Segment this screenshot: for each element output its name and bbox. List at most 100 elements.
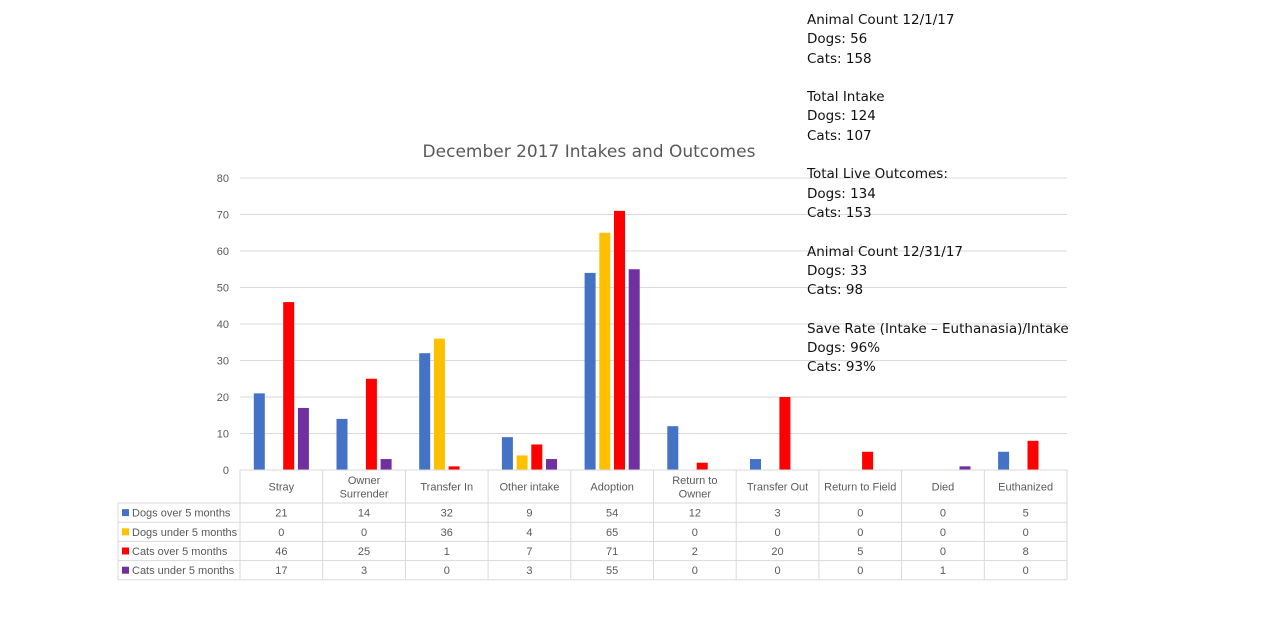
chart-title: December 2017 Intakes and Outcomes — [423, 142, 756, 162]
notes-line: Cats: 93% — [807, 359, 876, 376]
bar — [297, 407, 309, 470]
notes-heading: Save Rate (Intake – Euthanasia)/Intake — [807, 320, 1069, 337]
x-category-label: Transfer In — [420, 482, 473, 494]
bar — [448, 466, 460, 470]
y-tick-label: 10 — [217, 429, 229, 441]
table-cell-value: 0 — [692, 565, 698, 577]
x-category-label: Return to Field — [824, 482, 896, 494]
notes-line: Cats: 158 — [807, 50, 872, 67]
table-cell-value: 71 — [606, 546, 618, 558]
bar — [419, 353, 431, 470]
notes-line: Dogs: 33 — [807, 262, 868, 279]
table-cell-value: 0 — [1023, 527, 1029, 539]
table-cell-value: 5 — [857, 546, 863, 558]
table-cell-value: 5 — [1023, 508, 1029, 520]
y-tick-label: 60 — [217, 246, 229, 258]
table-cell-value: 3 — [774, 508, 780, 520]
notes-line: Cats: 107 — [807, 127, 872, 144]
bar — [283, 302, 295, 470]
bar — [862, 451, 874, 470]
table-cell-value: 54 — [606, 508, 618, 520]
y-tick-label: 20 — [217, 392, 229, 404]
notes-heading: Total Live Outcomes: — [807, 166, 948, 183]
notes-line: Dogs: 56 — [807, 31, 868, 48]
table-cell-value: 3 — [526, 565, 532, 577]
table-cell-value: 1 — [940, 565, 946, 577]
table-cell-value: 0 — [857, 527, 863, 539]
legend-swatch — [122, 509, 129, 517]
notes-line: Dogs: 134 — [807, 185, 876, 202]
bar — [253, 393, 265, 470]
y-tick-label: 70 — [217, 210, 229, 222]
series-name: Dogs over 5 months — [132, 508, 231, 520]
bar — [380, 459, 392, 470]
table-cell-value: 0 — [940, 546, 946, 558]
x-category-label: Surrender — [340, 488, 389, 500]
bar — [628, 269, 640, 470]
series-name: Cats over 5 months — [132, 546, 228, 558]
x-category-label: Owner — [679, 488, 712, 500]
bars — [253, 210, 1039, 470]
legend-swatch — [122, 547, 129, 555]
bar — [433, 338, 445, 470]
table-cell-value: 17 — [275, 565, 287, 577]
bar — [959, 466, 971, 470]
table-cell-value: 0 — [857, 565, 863, 577]
table-cell-value: 20 — [771, 546, 783, 558]
table-cell-value: 0 — [1023, 565, 1029, 577]
table-cell-value: 21 — [275, 508, 287, 520]
x-category-label: Stray — [269, 482, 295, 494]
table-cell-value: 8 — [1023, 546, 1029, 558]
bar — [546, 459, 557, 470]
table-cell-value: 32 — [441, 508, 453, 520]
legend-swatch — [122, 528, 129, 536]
table-cell-value: 3 — [361, 565, 367, 577]
summary-notes: Animal Count 12/1/17 Dogs: 56 Cats: 158 Tot… — [807, 11, 1267, 378]
x-category-label: Adoption — [590, 482, 633, 494]
table-cell-value: 1 — [444, 546, 450, 558]
table-cell-value: 25 — [358, 546, 370, 558]
notes-spacer — [807, 146, 1267, 165]
series-name: Cats under 5 months — [132, 565, 235, 577]
y-tick-label: 50 — [217, 283, 229, 295]
notes-spacer — [807, 69, 1267, 88]
notes-heading: Animal Count 12/1/17 — [807, 12, 955, 28]
table-cell-value: 0 — [278, 527, 284, 539]
table-cell-value: 0 — [774, 565, 780, 577]
table-cell-value: 0 — [774, 527, 780, 539]
x-category-label: Return to — [672, 475, 717, 487]
bar — [1027, 440, 1039, 470]
bar — [336, 418, 348, 470]
y-tick-label: 40 — [217, 319, 229, 331]
table-cell-value: 0 — [857, 508, 863, 520]
table-cell-value: 9 — [526, 508, 532, 520]
bar — [501, 437, 513, 470]
notes-spacer — [807, 300, 1267, 319]
bar — [998, 451, 1010, 470]
x-category-label: Euthanized — [998, 482, 1053, 494]
notes-line: Cats: 153 — [807, 204, 872, 221]
notes-heading: Total Intake — [807, 89, 885, 106]
bar — [696, 462, 708, 470]
table-cell-value: 55 — [606, 565, 618, 577]
notes-line: Dogs: 96% — [807, 340, 881, 357]
table-cell-value: 14 — [358, 508, 370, 520]
bar — [584, 272, 596, 470]
x-category-label: Owner — [348, 475, 381, 487]
table-cell-value: 46 — [275, 546, 287, 558]
notes-spacer — [807, 223, 1267, 242]
table-cell-value: 36 — [441, 527, 453, 539]
table-cell-value: 0 — [940, 508, 946, 520]
notes-heading: Animal Count 12/31/17 — [807, 243, 964, 260]
notes-line: Dogs: 124 — [807, 108, 876, 125]
x-category-label: Died — [932, 482, 955, 494]
series-name: Dogs under 5 months — [132, 527, 238, 539]
bar — [667, 426, 679, 470]
bar — [599, 232, 611, 470]
table-cell-value: 0 — [361, 527, 367, 539]
bar — [516, 455, 528, 470]
x-category-label: Transfer Out — [747, 482, 808, 494]
table-cell-value: 0 — [444, 565, 450, 577]
